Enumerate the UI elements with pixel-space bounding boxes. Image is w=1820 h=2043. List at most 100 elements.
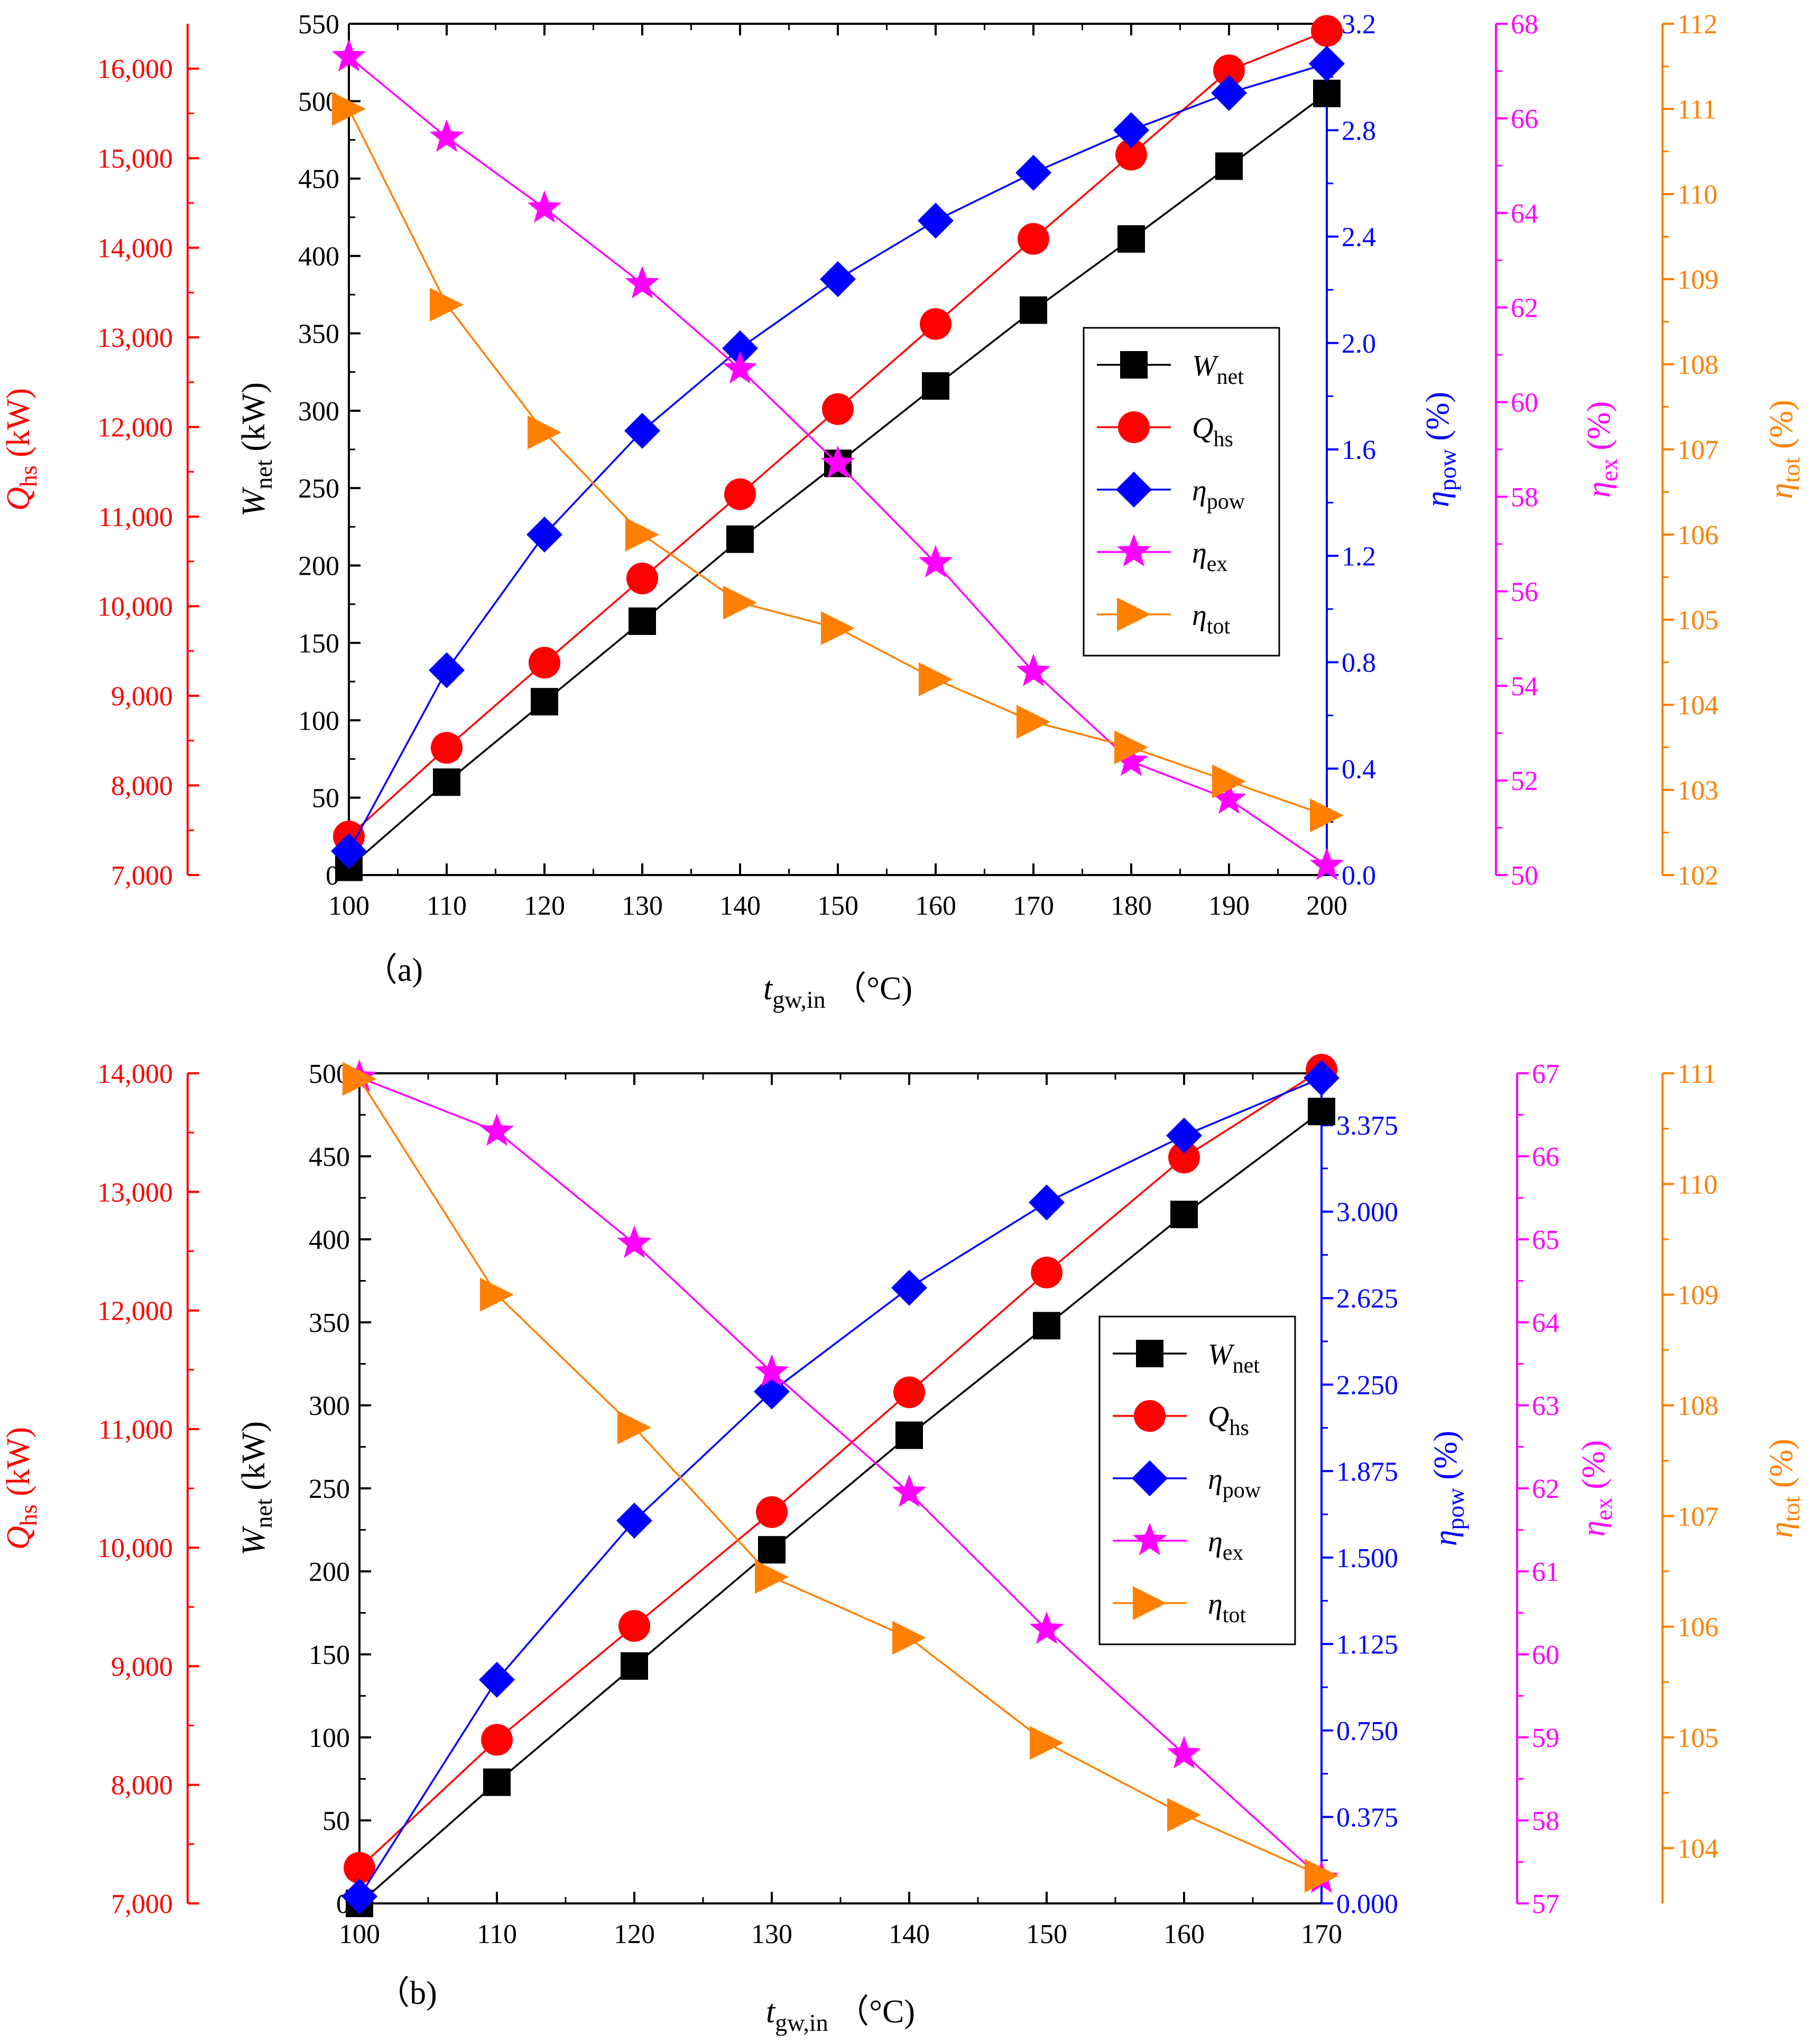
x-tick-label: 160 (915, 891, 956, 921)
axis-title-main: η (1420, 491, 1456, 507)
series-line (359, 1076, 1323, 1880)
eta-ex-tick-label: 64 (1511, 199, 1538, 229)
eta-pow-tick-label: 1.6 (1342, 435, 1376, 465)
wnet-tick-label: 200 (309, 1557, 350, 1587)
legend-label-main: Q (1208, 1401, 1229, 1433)
axis-title-sub: hs (15, 1504, 42, 1526)
qhs-tick-label: 14,000 (97, 234, 173, 264)
x-axis-title-main: t (763, 971, 773, 1007)
axis-title-sub: pow (1442, 1487, 1469, 1530)
data-point (820, 445, 855, 478)
eta-ex-tick-label: 66 (1532, 1142, 1559, 1172)
wnet-tick-label: 350 (309, 1308, 350, 1338)
wnet-tick-label: 450 (309, 1142, 350, 1172)
eta-tot-tick-label: 108 (1677, 1391, 1719, 1421)
eta-tot-tick-label: 106 (1677, 1613, 1719, 1643)
data-point (1017, 705, 1050, 739)
data-point (429, 652, 465, 688)
qhs-tick-label: 8,000 (111, 1771, 173, 1801)
data-point (723, 585, 757, 620)
eta-pow-tick-label: 1.125 (1336, 1630, 1398, 1660)
axis-title-unit: (kW) (236, 1421, 272, 1498)
legend-marker (1136, 1340, 1163, 1367)
x-tick-label: 140 (889, 1919, 930, 1949)
legend-marker (1132, 1523, 1167, 1556)
data-point (1311, 15, 1343, 47)
x-tick-label: 150 (1026, 1919, 1067, 1949)
eta-tot-tick-label: 109 (1677, 265, 1719, 295)
legend-box (1083, 327, 1280, 657)
wnet-tick-label: 250 (309, 1474, 350, 1504)
eta-ex-tick-label: 57 (1532, 1889, 1559, 1919)
qhs-tick-label: 11,000 (98, 502, 173, 532)
wnet-tick-label: 450 (298, 164, 339, 195)
axis-title-main: Q (1, 487, 36, 511)
eta-tot-tick-label: 111 (1677, 95, 1716, 125)
axis-title-unit: (%) (1420, 392, 1456, 449)
data-point (1167, 1798, 1201, 1832)
data-point (724, 478, 756, 510)
x-tick-label: 200 (1306, 891, 1347, 921)
eta-ex-tick-label: 62 (1532, 1474, 1559, 1504)
axis-title-unit: (kW) (1, 1427, 36, 1504)
wnet-tick-label: 100 (298, 706, 339, 736)
data-point (430, 288, 464, 322)
qhs-axis-title: Qhs (kW) (1, 1427, 42, 1550)
eta-tot-tick-label: 106 (1677, 520, 1719, 550)
wnet-tick-label: 550 (298, 10, 339, 40)
wnet-tick-label: 400 (309, 1225, 350, 1255)
qhs-tick-label: 9,000 (111, 682, 173, 712)
series-line (358, 1110, 1323, 1904)
data-point (617, 1410, 651, 1444)
legend-label: Qhs (1192, 412, 1233, 452)
legend-label-main: η (1192, 537, 1207, 569)
data-point (1031, 1256, 1063, 1289)
axis-title-unit: (%) (1581, 401, 1617, 458)
data-point (626, 563, 658, 595)
eta-ex-tick-label: 63 (1532, 1391, 1559, 1421)
wnet-tick-label: 100 (309, 1723, 350, 1753)
data-point (616, 1503, 652, 1539)
eta-tot-tick-label: 102 (1677, 861, 1719, 891)
qhs-tick-label: 10,000 (97, 592, 173, 622)
data-point (919, 662, 953, 696)
legend-label-sub: tot (1207, 614, 1231, 639)
x-tick-label: 100 (328, 891, 369, 921)
x-axis-title-main: t (766, 1994, 776, 2030)
wnet-tick-label: 50 (312, 784, 339, 814)
legend-label-main: η (1208, 1463, 1223, 1496)
eta-ex-axis-title: ηex (%) (1576, 1440, 1617, 1537)
eta-ex-tick-label: 56 (1511, 577, 1538, 607)
data-point (756, 1496, 788, 1528)
data-point (332, 92, 366, 126)
eta-pow-tick-label: 2.4 (1342, 223, 1376, 253)
eta-ex-tick-label: 61 (1532, 1557, 1559, 1587)
axis-title-sub: net (250, 459, 277, 489)
x-axis-title-unit: （°C) (828, 1994, 915, 2030)
eta-tot-tick-label: 108 (1677, 350, 1719, 380)
data-point (754, 1354, 789, 1387)
data-point (479, 1661, 515, 1698)
eta-tot-tick-label: 112 (1677, 10, 1717, 40)
legend-label-sub: hs (1229, 1416, 1249, 1440)
data-point (618, 1610, 650, 1642)
eta-tot-tick-label: 111 (1677, 1059, 1716, 1089)
eta-pow-tick-label: 0.000 (1336, 1889, 1398, 1919)
legend-label: Wnet (1208, 1338, 1260, 1378)
eta-pow-tick-label: 3.375 (1336, 1111, 1398, 1141)
legend-marker (1120, 351, 1148, 379)
qhs-tick-label: 16,000 (97, 54, 173, 85)
eta-tot-tick-label: 103 (1677, 776, 1719, 806)
x-axis-title: tgw,in （°C) (763, 971, 912, 1013)
qhs-axis-title: Qhs (kW) (1, 388, 42, 511)
qhs-tick-label: 7,000 (111, 1889, 173, 1919)
qhs-tick-label: 12,000 (97, 1296, 173, 1327)
qhs-tick-label: 7,000 (111, 861, 173, 891)
data-point (429, 119, 464, 152)
data-point (341, 1878, 377, 1915)
qhs-tick-label: 13,000 (97, 1177, 173, 1208)
eta-pow-axis-title: ηpow (%) (1428, 1431, 1469, 1546)
eta-tot-tick-label: 104 (1677, 1834, 1719, 1864)
data-point (1215, 152, 1243, 180)
eta-ex-tick-label: 67 (1532, 1059, 1559, 1089)
